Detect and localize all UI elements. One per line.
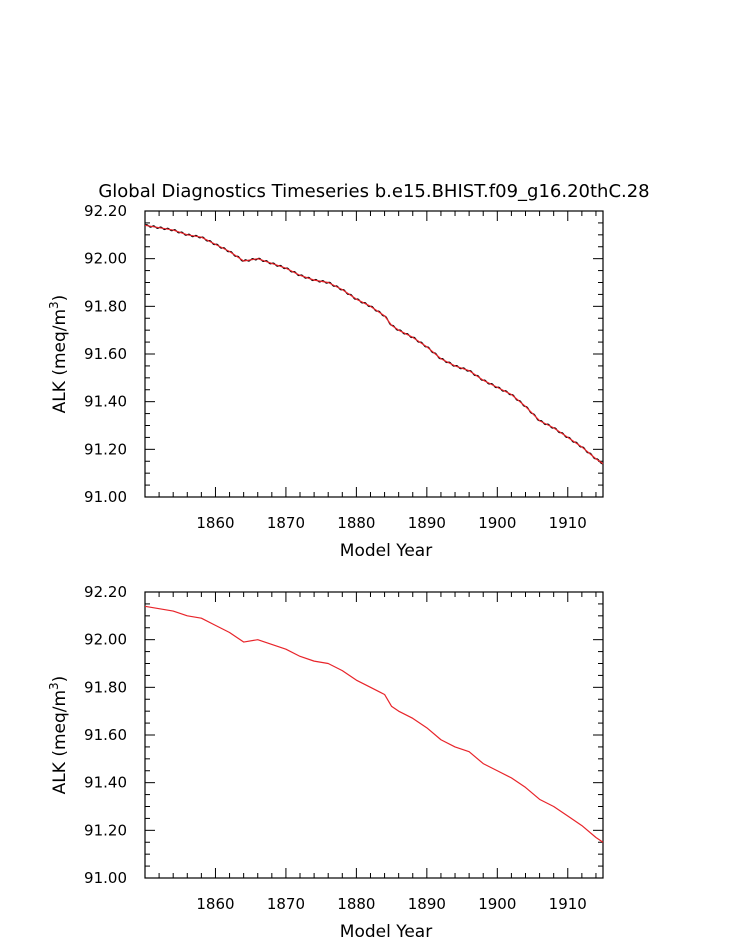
y-tick-label: 91.40 — [84, 393, 127, 411]
y-tick-label: 91.60 — [84, 726, 127, 744]
y-tick-label: 92.00 — [84, 250, 127, 268]
y-tick-label: 92.00 — [84, 631, 127, 649]
x-tick-label: 1910 — [549, 895, 587, 913]
y-tick-label: 91.60 — [84, 345, 127, 363]
x-tick-label: 1910 — [549, 514, 587, 532]
y-tick-label: 91.80 — [84, 297, 127, 315]
x-tick-label: 1880 — [337, 895, 375, 913]
plot-frame — [144, 210, 604, 498]
y-tick-label: 91.80 — [84, 678, 127, 696]
chart-panel-top: 1860 1870 1880 1890 1900 1910 91.00 91.20 91.40 9… — [47, 202, 604, 561]
series-line-annual — [144, 224, 604, 465]
y-tick-label: 92.20 — [84, 583, 127, 601]
x-tick-label: 1870 — [267, 514, 305, 532]
tick-marks — [144, 591, 603, 879]
y-tick-label: 91.00 — [84, 869, 127, 887]
y-tick-label: 91.40 — [84, 774, 127, 792]
y-tick-label: 91.00 — [84, 488, 127, 506]
x-tick-label: 1880 — [337, 514, 375, 532]
x-tick-label: 1900 — [478, 895, 516, 913]
plot-frame — [144, 591, 604, 879]
x-tick-label: 1860 — [196, 514, 234, 532]
tick-marks — [144, 210, 603, 498]
x-axis-label: Model Year — [340, 541, 432, 561]
y-tick-label: 91.20 — [84, 440, 127, 458]
y-axis-label: ALK (meq/m3) — [47, 676, 70, 795]
series-line-monthly — [144, 224, 604, 465]
y-tick-label: 92.20 — [84, 202, 127, 220]
chart-title: Global Diagnostics Timeseries b.e15.BHIS… — [98, 181, 649, 202]
x-tick-label: 1870 — [267, 895, 305, 913]
x-tick-label: 1890 — [408, 895, 446, 913]
x-tick-label: 1890 — [408, 514, 446, 532]
y-axis-label: ALK (meq/m3) — [47, 295, 70, 414]
x-tick-label: 1860 — [196, 895, 234, 913]
series-line-annual — [144, 605, 604, 843]
x-axis-label: Model Year — [340, 922, 432, 942]
chart-panel-bottom: 1860 1870 1880 1890 1900 1910 91.00 91.20 91.40 9… — [47, 583, 604, 942]
x-tick-label: 1900 — [478, 514, 516, 532]
y-tick-label: 91.20 — [84, 821, 127, 839]
